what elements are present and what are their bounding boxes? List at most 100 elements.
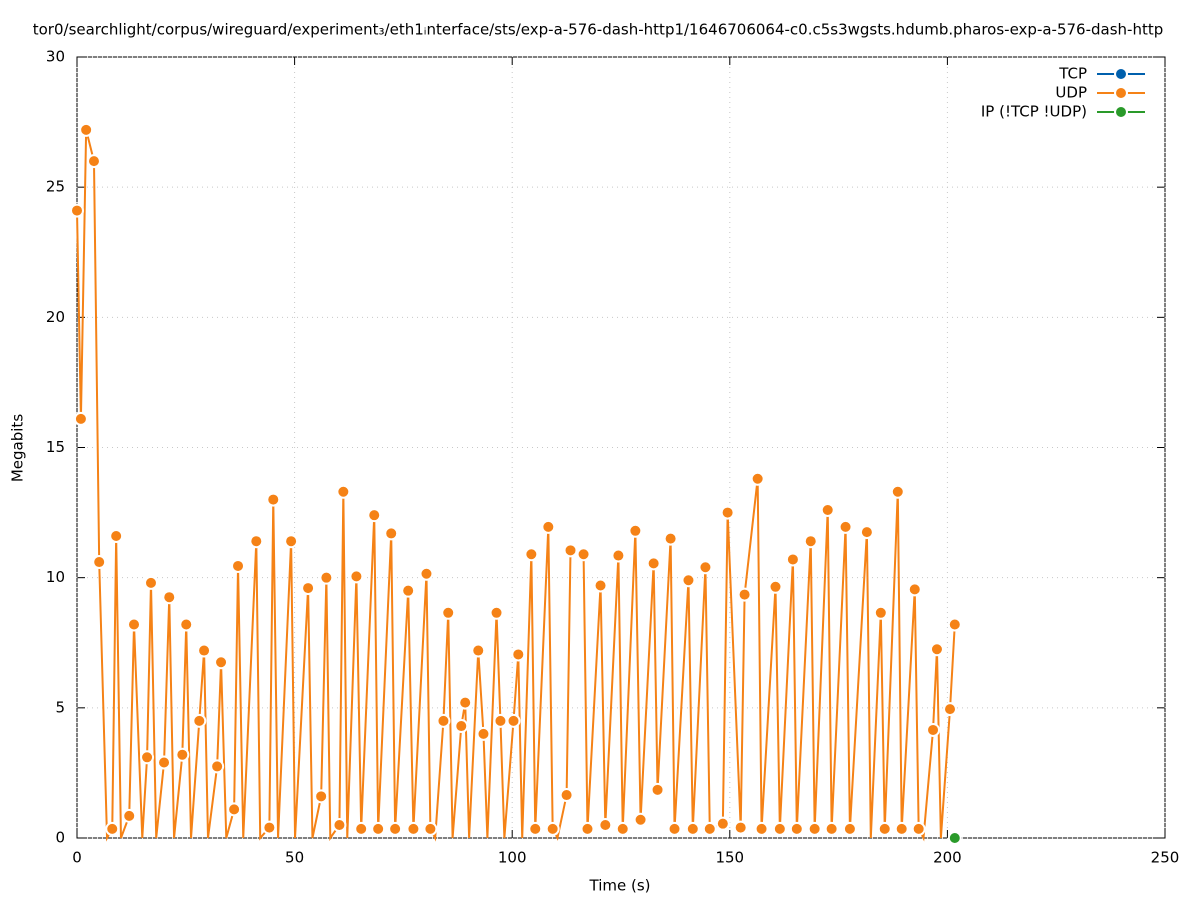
data-point xyxy=(162,590,177,605)
series-line xyxy=(76,129,956,842)
data-point xyxy=(929,642,944,657)
data-point xyxy=(663,531,678,546)
x-tick-label: 150 xyxy=(715,849,744,867)
y-tick-label: 5 xyxy=(55,698,65,716)
y-axis-label: Megabits xyxy=(9,414,27,482)
data-point xyxy=(210,759,225,774)
y-tick-label: 10 xyxy=(46,568,65,586)
data-point xyxy=(715,816,730,831)
y-tick-label: 30 xyxy=(46,48,65,66)
data-point xyxy=(559,788,574,803)
data-point xyxy=(227,802,242,817)
data-point xyxy=(436,713,451,728)
x-tick-label: 0 xyxy=(72,849,82,867)
data-point xyxy=(820,502,835,517)
data-point xyxy=(593,578,608,593)
y-tick-label: 25 xyxy=(46,178,65,196)
plot-area xyxy=(70,122,962,845)
data-point xyxy=(105,821,120,836)
data-point xyxy=(73,411,88,426)
data-point xyxy=(506,713,521,728)
data-point xyxy=(646,556,661,571)
chart-title: tor0/searchlight/corpus/wireguard/experi… xyxy=(33,21,1164,39)
data-point xyxy=(873,605,888,620)
data-point xyxy=(842,821,857,836)
data-point xyxy=(750,471,765,486)
legend-label: TCP xyxy=(1058,65,1087,83)
data-point xyxy=(388,821,403,836)
x-tick-label: 200 xyxy=(933,849,962,867)
data-point xyxy=(894,821,909,836)
data-point xyxy=(86,154,101,169)
data-point xyxy=(284,534,299,549)
data-point xyxy=(401,583,416,598)
legend-label: IP (!TCP !UDP) xyxy=(981,103,1087,121)
legend-marker xyxy=(1114,105,1128,119)
data-point xyxy=(384,526,399,541)
data-point xyxy=(92,555,107,570)
data-point xyxy=(789,821,804,836)
data-point xyxy=(301,581,316,596)
data-point xyxy=(681,573,696,588)
data-point xyxy=(262,820,277,835)
data-point xyxy=(179,617,194,632)
data-point xyxy=(419,566,434,581)
data-point xyxy=(737,587,752,602)
data-point xyxy=(576,547,591,562)
data-point xyxy=(803,534,818,549)
y-tick-label: 20 xyxy=(46,308,65,326)
data-point xyxy=(667,821,682,836)
legend-label: UDP xyxy=(1055,84,1087,102)
data-point xyxy=(109,529,124,544)
data-point xyxy=(458,695,473,710)
data-point xyxy=(768,579,783,594)
x-tick-label: 50 xyxy=(285,849,304,867)
data-point xyxy=(807,821,822,836)
data-point xyxy=(947,831,962,845)
data-point xyxy=(122,808,137,823)
data-point xyxy=(371,821,386,836)
data-point xyxy=(628,523,643,538)
legend-marker xyxy=(1114,86,1128,100)
data-point xyxy=(541,519,556,534)
data-point xyxy=(838,519,853,534)
y-tick-label: 0 xyxy=(55,829,65,847)
data-point xyxy=(249,534,264,549)
data-point xyxy=(611,548,626,563)
data-point xyxy=(231,558,246,573)
data-point xyxy=(70,203,84,218)
data-point xyxy=(493,713,508,728)
data-point xyxy=(580,821,595,836)
data-point xyxy=(140,750,155,765)
data-point xyxy=(175,747,190,762)
data-point xyxy=(754,821,769,836)
data-point xyxy=(79,122,94,137)
data-point xyxy=(785,552,800,567)
data-point xyxy=(528,821,543,836)
y-tick-label: 15 xyxy=(46,438,65,456)
data-point xyxy=(685,821,700,836)
data-point xyxy=(511,647,526,662)
data-point xyxy=(423,821,438,836)
data-point xyxy=(598,817,613,832)
data-point xyxy=(824,821,839,836)
data-point xyxy=(349,569,364,584)
data-point xyxy=(266,492,281,507)
data-point xyxy=(650,782,665,797)
data-point xyxy=(441,605,456,620)
data-point xyxy=(157,755,172,770)
data-point xyxy=(197,643,212,658)
data-point xyxy=(471,643,486,658)
data-point xyxy=(733,820,748,835)
x-axis-label: Time (s) xyxy=(589,877,651,895)
data-point xyxy=(702,821,717,836)
data-point xyxy=(192,713,207,728)
data-point xyxy=(476,726,491,741)
data-point xyxy=(143,575,158,590)
x-tick-label: 100 xyxy=(498,849,527,867)
data-point xyxy=(319,570,334,585)
data-point xyxy=(314,789,329,804)
data-point xyxy=(454,719,469,734)
data-point xyxy=(406,821,421,836)
